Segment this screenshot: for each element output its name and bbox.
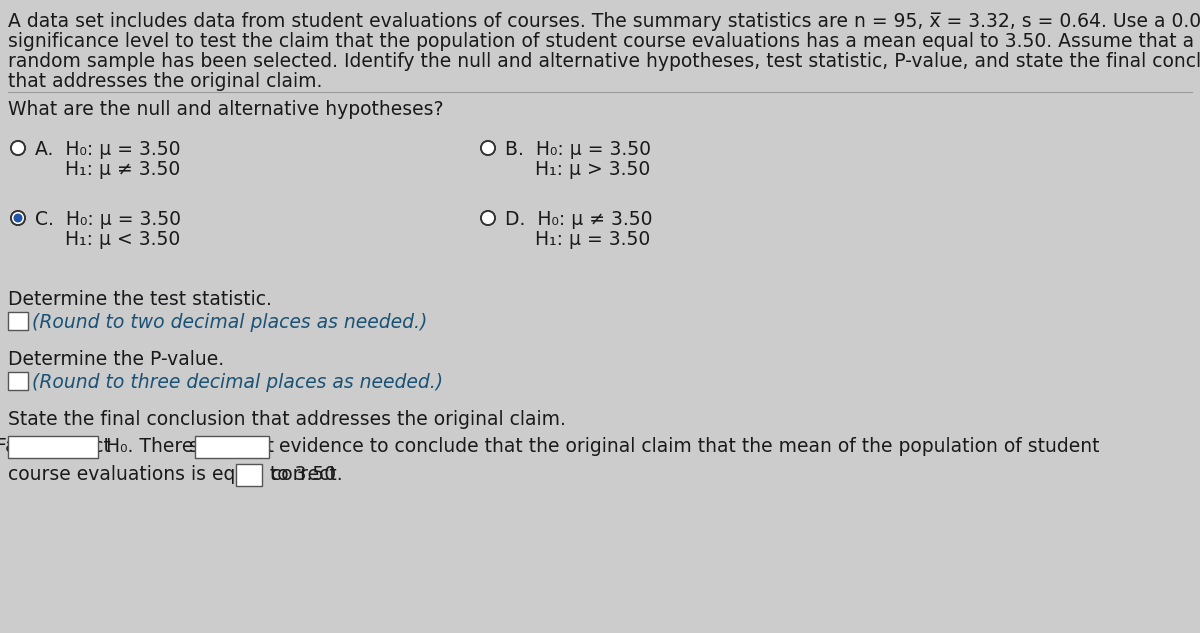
- Text: Determine the test statistic.: Determine the test statistic.: [8, 290, 272, 309]
- Circle shape: [481, 211, 496, 225]
- Text: D.  H₀: μ ≠ 3.50: D. H₀: μ ≠ 3.50: [505, 210, 653, 229]
- FancyBboxPatch shape: [8, 312, 28, 330]
- Circle shape: [11, 141, 25, 155]
- Text: (Round to three decimal places as needed.): (Round to three decimal places as needed…: [32, 373, 443, 392]
- Text: (Round to two decimal places as needed.): (Round to two decimal places as needed.): [32, 313, 427, 332]
- Text: C.  H₀: μ = 3.50: C. H₀: μ = 3.50: [35, 210, 181, 229]
- Text: random sample has been selected. Identify the null and alternative hypotheses, t: random sample has been selected. Identif…: [8, 52, 1200, 71]
- Text: significance level to test the claim that the population of student course evalu: significance level to test the claim tha…: [8, 32, 1200, 51]
- Text: H₁: μ ≠ 3.50: H₁: μ ≠ 3.50: [35, 160, 180, 179]
- Circle shape: [481, 141, 496, 155]
- Text: that addresses the original claim.: that addresses the original claim.: [8, 72, 323, 91]
- Text: sufficient: sufficient: [190, 437, 275, 456]
- Circle shape: [481, 141, 496, 155]
- Text: Determine the P-value.: Determine the P-value.: [8, 350, 224, 369]
- Text: A.  H₀: μ = 3.50: A. H₀: μ = 3.50: [35, 140, 180, 159]
- Text: B.  H₀: μ = 3.50: B. H₀: μ = 3.50: [505, 140, 650, 159]
- Text: course evaluations is equal to 3.50: course evaluations is equal to 3.50: [8, 465, 336, 484]
- Circle shape: [11, 141, 25, 155]
- Text: correct.: correct.: [265, 465, 343, 484]
- Text: H₀. There is: H₀. There is: [100, 437, 215, 456]
- Text: A data set includes data from student evaluations of courses. The summary statis: A data set includes data from student ev…: [8, 12, 1200, 31]
- Text: is: is: [241, 465, 257, 484]
- Text: H₁: μ < 3.50: H₁: μ < 3.50: [35, 230, 180, 249]
- Text: Fail to reject: Fail to reject: [0, 437, 110, 456]
- FancyBboxPatch shape: [194, 436, 269, 458]
- FancyBboxPatch shape: [8, 372, 28, 390]
- FancyBboxPatch shape: [8, 436, 98, 458]
- Text: H₁: μ > 3.50: H₁: μ > 3.50: [505, 160, 650, 179]
- Text: State the final conclusion that addresses the original claim.: State the final conclusion that addresse…: [8, 410, 566, 429]
- Circle shape: [11, 211, 25, 225]
- Circle shape: [481, 211, 496, 225]
- Text: H₁: μ = 3.50: H₁: μ = 3.50: [505, 230, 650, 249]
- Circle shape: [13, 213, 23, 223]
- Text: evidence to conclude that the original claim that the mean of the population of : evidence to conclude that the original c…: [274, 437, 1099, 456]
- FancyBboxPatch shape: [236, 464, 262, 486]
- Text: What are the null and alternative hypotheses?: What are the null and alternative hypoth…: [8, 100, 444, 119]
